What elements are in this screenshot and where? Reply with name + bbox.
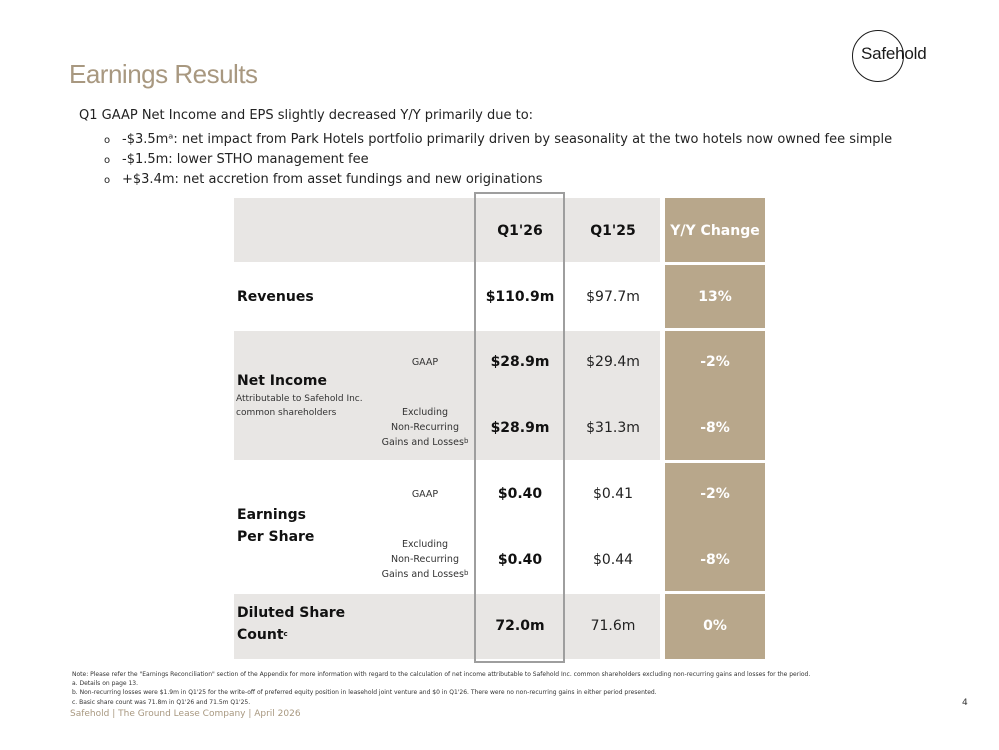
diluted-share-label: Diluted Share Countc [237,605,346,643]
eps-excluding-current: $0.40 [497,552,543,568]
bullet-text: -$3.5mᵃ: net impact from Park Hotels por… [122,132,893,147]
row-separator [234,460,765,463]
safehold-logo: Safehold [861,44,927,63]
revenues-current: $110.9m [485,289,555,305]
diluted-share-current: 72.0m [495,618,545,634]
net-income-gaap-current: $28.9m [490,354,550,370]
header-yy-change: Y/Y Change [670,223,760,239]
net-income-sublabel: common shareholders [236,408,337,418]
page-title: Earnings Results [69,59,258,89]
footnote: a. Details on page 13. [72,680,139,687]
diluted-share-prior: 71.6m [590,618,636,634]
net-income-gaap-change: -2% [700,354,730,370]
row-separator [234,328,765,331]
eps-gaap-prior: $0.41 [592,486,634,502]
eps-excluding-prior: $0.44 [592,552,634,568]
net-income-sublabel: Attributable to Safehold Inc. [236,394,363,404]
revenues-change: 13% [698,289,732,305]
header-band [234,198,660,264]
bullet-text: -$1.5m: lower STHO management fee [122,152,369,167]
bullet-text: +$3.4m: net accretion from asset funding… [122,172,543,187]
safehold-logo-circle [852,30,904,82]
net-income-excluding-prior: $31.3m [586,420,640,436]
footer-text: Safehold | The Ground Lease Company | Ap… [70,709,301,719]
net-income-excluding-change: -8% [700,420,730,436]
row-separator [234,262,765,265]
diluted-share-change: 0% [703,618,727,634]
net-income-band [234,329,660,461]
eps-gaap-change: -2% [700,486,730,502]
earnings-table: Q1'26 Q1'25 Y/Y Change Revenues $110.9m … [234,192,765,663]
current-quarter-highlight [474,192,565,663]
diluted-band [234,592,660,659]
bullet-item: o -$1.5m: lower STHO management fee [104,150,892,170]
bullet-marker: o [104,135,111,146]
bullet-item: o +$3.4m: net accretion from asset fundin… [104,170,892,190]
row-separator [234,591,765,594]
intro-text: Q1 GAAP Net Income and EPS slightly decr… [79,108,534,123]
revenues-label: Revenues [237,289,314,305]
header-q1-25: Q1'25 [590,223,636,239]
bullet-list: o -$3.5mᵃ: net impact from Park Hotels po… [104,130,892,190]
footnote: Note: Please refer the "Earnings Reconci… [72,671,811,678]
net-income-excluding-current: $28.9m [490,420,550,436]
eps-label: Earnings Per Share [237,507,315,545]
bullet-marker: o [104,175,111,186]
yy-change-column [665,198,765,659]
eps-excluding-change: -8% [700,552,730,568]
header-q1-26: Q1'26 [497,223,543,239]
bullet-marker: o [104,155,111,166]
bullet-item: o -$3.5mᵃ: net impact from Park Hotels po… [104,130,892,150]
footnote: b. Non-recurring losses were $1.9m in Q1… [72,689,657,696]
net-income-label: Net Income [237,373,327,389]
footnote: c. Basic share count was 71.8m in Q1'26 … [72,699,251,706]
eps-excluding-label: Excluding Non-Recurring Gains and Losses… [381,539,469,580]
net-income-gaap-label: GAAP [411,357,439,368]
revenues-prior: $97.7m [586,289,640,305]
eps-gaap-current: $0.40 [497,486,543,502]
page-number: 4 [962,698,968,708]
eps-gaap-label: GAAP [411,489,439,500]
net-income-gaap-prior: $29.4m [586,354,640,370]
net-income-excluding-label: Excluding Non-Recurring Gains and Losses… [381,407,469,448]
